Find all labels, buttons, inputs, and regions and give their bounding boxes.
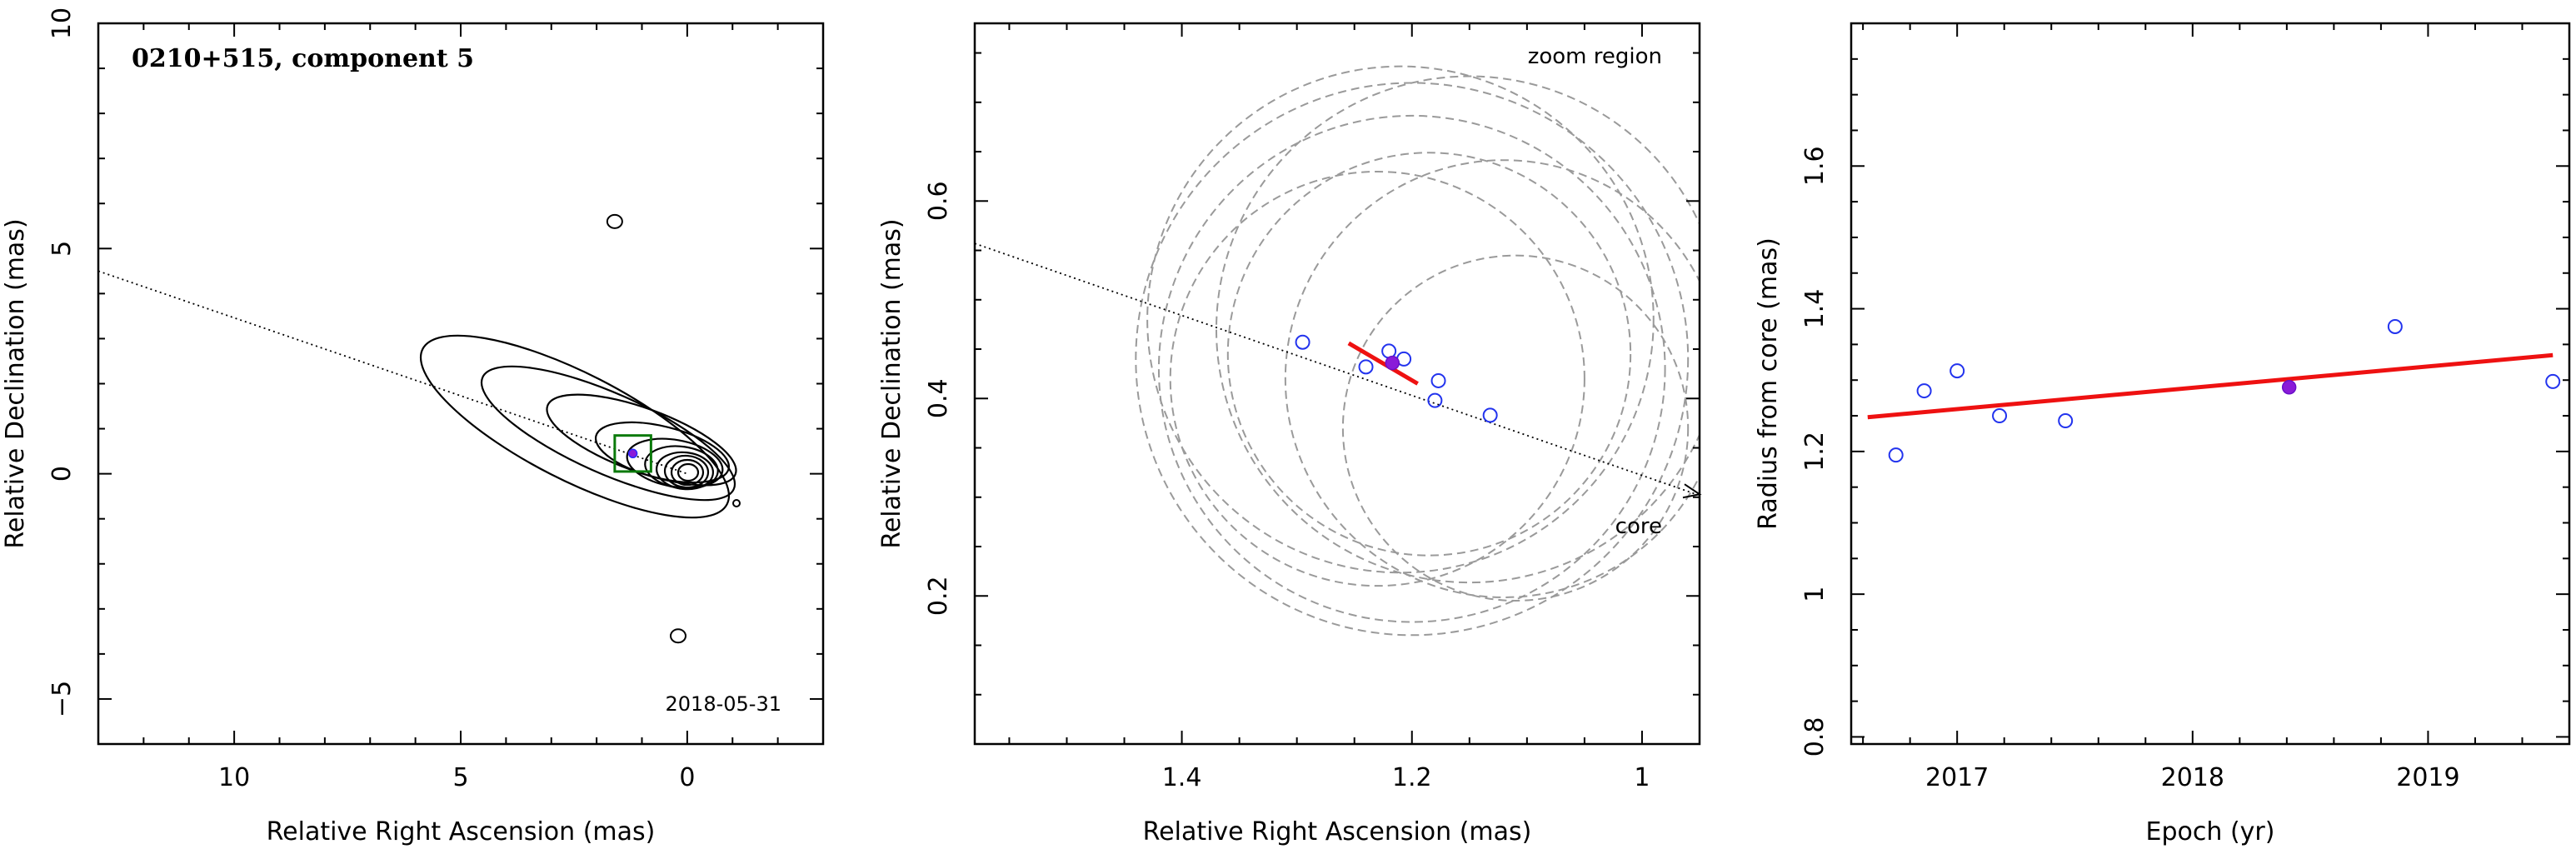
component-box <box>613 434 652 473</box>
panel2-x-axis-label: Relative Right Ascension (mas) <box>1143 817 1532 847</box>
position-error-circle <box>1146 65 1655 574</box>
y-tick-label: 1.4 <box>1800 289 1830 329</box>
y-tick-label: 1.2 <box>1800 432 1830 472</box>
flux-contour <box>656 451 714 491</box>
x-tick-label: 2018 <box>2161 763 2224 792</box>
panel1-title: 0210+515, component 5 <box>132 44 474 73</box>
flux-contour-small <box>732 499 741 507</box>
position-error-circle <box>1135 82 1690 637</box>
position-error-circle <box>1157 114 1666 623</box>
y-tick-label: 5 <box>47 241 77 257</box>
position-point <box>1427 392 1443 408</box>
radius-point <box>2545 373 2561 389</box>
position-error-circle <box>1284 159 1700 598</box>
x-tick-label: 2017 <box>1925 763 1989 792</box>
x-tick-label: 2019 <box>2396 763 2459 792</box>
y-tick-label: 0.4 <box>924 378 953 418</box>
x-tick-label: 5 <box>452 763 468 792</box>
position-error-circle <box>1341 254 1690 602</box>
jet-axis-line <box>975 242 1697 496</box>
flux-contour <box>670 458 705 487</box>
core-direction-arrow <box>1682 483 1702 499</box>
position-point <box>1430 372 1446 388</box>
x-tick-label: 10 <box>218 763 250 792</box>
x-tick-label: 1 <box>1634 763 1650 792</box>
x-tick-label: 0 <box>679 763 695 792</box>
position-error-circle <box>1169 171 1585 587</box>
radius-point <box>2387 318 2403 334</box>
panel2-frame <box>973 22 1701 746</box>
radius-point <box>1949 363 1965 379</box>
panel2-core-annotation: core <box>1615 514 1662 539</box>
panel1-x-axis-label: Relative Right Ascension (mas) <box>267 817 656 847</box>
position-point <box>1482 407 1498 423</box>
isolated-contour <box>606 213 623 229</box>
panel-contour-map: 10 5 0 −5 0 5 10 0210+515, component 5 2018-05… <box>1 7 825 847</box>
x-tick-label: 1.4 <box>1162 763 1202 792</box>
position-error-circle <box>1226 152 1632 557</box>
panel2-title: zoom region <box>1528 44 1662 69</box>
panel1-date-label: 2018-05-31 <box>666 692 781 716</box>
panel3-frame <box>1850 22 2571 746</box>
plot-area <box>1867 318 2561 463</box>
isolated-contour <box>670 628 686 644</box>
panel1-frame <box>97 22 825 746</box>
position-point <box>1358 359 1374 375</box>
radius-point <box>1888 447 1904 463</box>
position-error-circle <box>1216 75 1700 584</box>
y-tick-label: 0.8 <box>1800 717 1830 757</box>
y-tick-label: 0.2 <box>924 576 953 616</box>
y-tick-label: 0.6 <box>924 181 953 221</box>
y-tick-label: 1 <box>1800 587 1830 602</box>
current-epoch-point <box>2281 380 2297 395</box>
radius-point <box>1992 408 2008 424</box>
radius-point <box>1916 383 1932 399</box>
flux-contour <box>594 421 731 484</box>
radius-fit-line <box>1867 352 2554 420</box>
current-epoch-point <box>1385 355 1400 371</box>
plot-area <box>98 213 741 644</box>
jet-axis-line <box>98 270 688 475</box>
flux-contour <box>546 393 737 487</box>
component-marker <box>627 448 638 459</box>
x-tick-label: 1.2 <box>1392 763 1432 792</box>
panel1-y-axis-label: Relative Declination (mas) <box>1 218 30 548</box>
y-tick-label: −5 <box>47 681 77 717</box>
plot-area <box>975 65 1700 637</box>
radius-point <box>2058 413 2074 429</box>
y-tick-label: 10 <box>47 7 77 39</box>
panel2-y-axis-label: Relative Declination (mas) <box>877 218 906 548</box>
flux-contour <box>676 462 700 482</box>
flux-contour <box>663 454 710 489</box>
position-point <box>1295 334 1310 350</box>
panel3-y-axis-label: Radius from core (mas) <box>1754 237 1783 530</box>
panel-zoom-region: 1.4 1.2 1 0.2 0.4 0.6 zoom region core Relati… <box>877 22 1702 847</box>
trajectory-fit-line <box>1347 341 1419 386</box>
panel3-x-axis-label: Epoch (yr) <box>2146 817 2275 847</box>
flux-contour <box>419 334 731 519</box>
y-tick-label: 0 <box>47 466 77 482</box>
y-tick-label: 1.6 <box>1800 146 1830 186</box>
panel-radius-vs-epoch: 2017 2018 2019 0.8 1 1.2 1.4 1.6 Epoch (yr) Rad… <box>1754 22 2571 847</box>
flux-contour <box>480 365 736 502</box>
